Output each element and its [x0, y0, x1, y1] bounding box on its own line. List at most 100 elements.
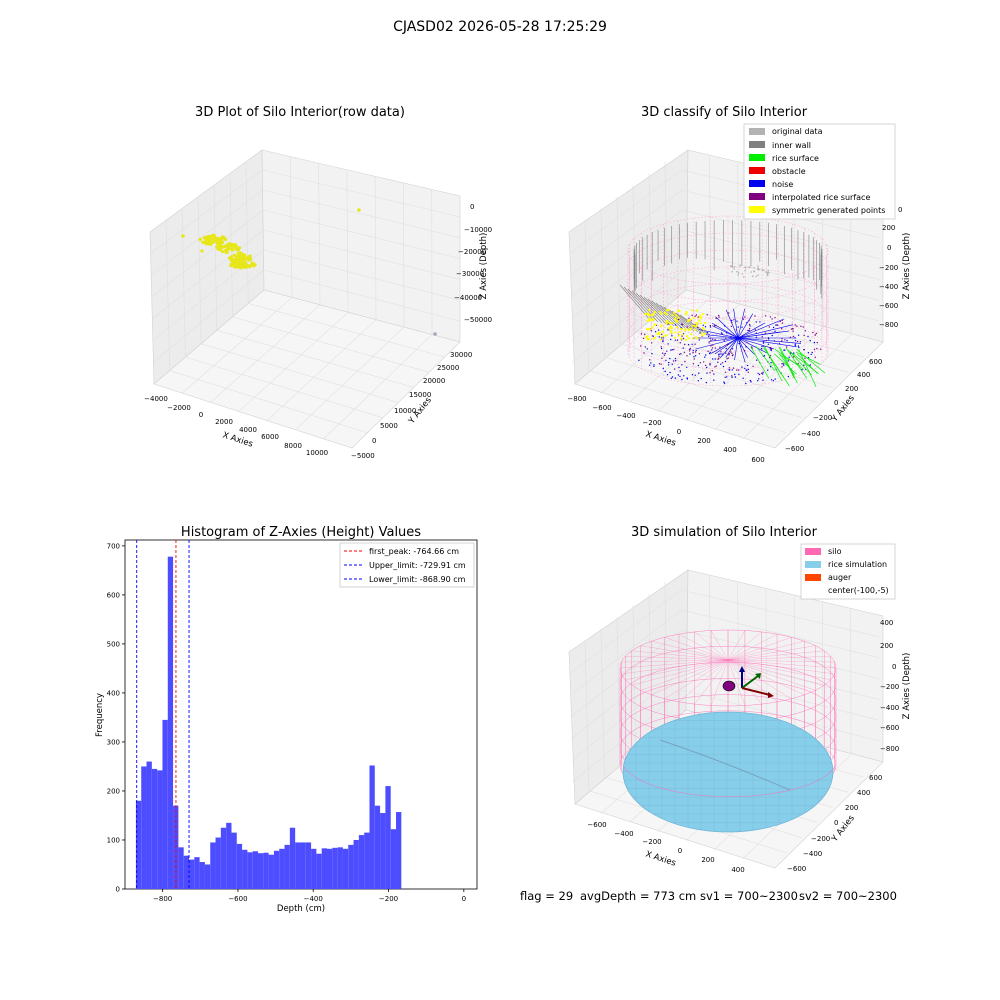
interpolated-point [718, 314, 720, 317]
noise-point [658, 336, 660, 338]
noise-point [771, 334, 773, 337]
raw-ytick: 30000 [450, 351, 472, 359]
raw-point [218, 248, 222, 252]
legend-swatch-silo [805, 548, 821, 555]
classify-xtick: 0 [677, 428, 681, 436]
interpolated-point [715, 317, 717, 320]
noise-point [759, 321, 761, 323]
symmetric-point [653, 336, 656, 339]
sim-silo-roof-rib [710, 630, 729, 661]
sim-silo-roof-rib [619, 659, 729, 669]
interpolated-point [774, 317, 776, 319]
classify-ztick: −400 [879, 283, 898, 291]
rice-surface-strand [778, 347, 795, 379]
classify-xtick: −600 [592, 404, 611, 412]
noise-point [695, 349, 697, 352]
interpolated-point [781, 338, 783, 340]
legend-swatch-interpolated [749, 193, 765, 200]
noise-point [746, 364, 749, 367]
histogram-axes: −800 −600 −400 −200 0 0 100 200 300 400 500 600 700 [107, 542, 466, 903]
noise-point [691, 343, 693, 345]
sim-ztick: −200 [880, 683, 899, 691]
interpolated-point [730, 351, 732, 353]
classify-ytick: −400 [801, 430, 820, 438]
raw-point [204, 235, 208, 239]
interpolated-point [644, 346, 646, 348]
sim-auger [722, 666, 774, 698]
interpolated-point [802, 326, 804, 328]
histogram-bar [199, 862, 205, 889]
symmetric-point [690, 333, 693, 336]
interpolated-point [816, 341, 818, 344]
noise-strand [737, 308, 745, 339]
classify-xtick: −200 [642, 419, 661, 427]
pane-gridline [682, 649, 880, 700]
interpolated-point [711, 347, 714, 349]
sim-silo-roof-rib [727, 659, 746, 706]
interpolated-point [803, 334, 805, 336]
noise-point [781, 363, 783, 365]
noise-point [807, 335, 809, 338]
noise-point [738, 373, 740, 376]
classify-silo-wire [627, 215, 829, 387]
histogram-bar [210, 842, 216, 889]
interpolated-point [703, 361, 705, 363]
pane-gridline [295, 326, 405, 430]
noise-point [745, 369, 747, 371]
interpolated-point [661, 357, 663, 359]
raw-point [236, 265, 240, 269]
histogram-bar [146, 761, 152, 889]
symmetric-point [694, 325, 698, 328]
interpolated-point [649, 359, 651, 361]
interpolated-point [782, 363, 785, 365]
interpolated-point [730, 325, 733, 328]
pane-gridline [664, 581, 668, 724]
symmetric-point [676, 326, 679, 329]
classify-legend: original data inner wall rice surface ob… [743, 123, 896, 220]
noise-point [758, 378, 760, 380]
noise-point [697, 380, 699, 382]
noise-point [706, 372, 708, 374]
noise-point [762, 379, 764, 381]
histogram-bar [231, 832, 237, 889]
raw-point [235, 247, 239, 252]
histogram-bars [135, 556, 402, 889]
noise-point [694, 355, 697, 357]
noise-point [667, 343, 669, 345]
histogram-legend: first_peak: -764.66 cm Upper_limit: -729… [339, 542, 475, 588]
pane-gridline [648, 173, 652, 317]
noise-point [731, 369, 733, 371]
pane-gridline [657, 312, 768, 412]
histogram-bar [332, 847, 338, 889]
interpolated-point [707, 350, 709, 352]
pane-gridline [682, 269, 880, 322]
interpolated-point [718, 316, 720, 318]
pane-gridline [181, 208, 186, 358]
pane-gridline [681, 609, 880, 659]
histogram-frame [124, 539, 478, 890]
interpolated-point [797, 362, 799, 365]
classify-xtick: 200 [697, 437, 710, 445]
histogram-bar [252, 851, 259, 889]
noise-point [650, 362, 652, 364]
noise-strand [708, 337, 739, 342]
histogram-bar [284, 844, 290, 889]
noise-point [671, 363, 673, 365]
rice-surface-strand [796, 349, 826, 374]
legend-swatch-noise [749, 180, 765, 187]
symmetric-point [677, 309, 680, 312]
raw-point [214, 239, 218, 243]
interpolated-point [731, 321, 733, 324]
raw-ztick: −20000 [458, 248, 486, 256]
classify-zlabel: Z Axies (Depth) [902, 233, 912, 300]
noise-point [681, 378, 683, 381]
interpolated-point [765, 339, 768, 342]
pane-gridline [165, 220, 171, 371]
interpolated-point [677, 318, 680, 321]
noise-point [709, 351, 711, 354]
raw-point [220, 236, 224, 240]
noise-point [742, 335, 744, 337]
sim-silo-roof-rib [727, 659, 835, 675]
original-data-point [757, 267, 759, 269]
interpolated-point [692, 352, 694, 354]
